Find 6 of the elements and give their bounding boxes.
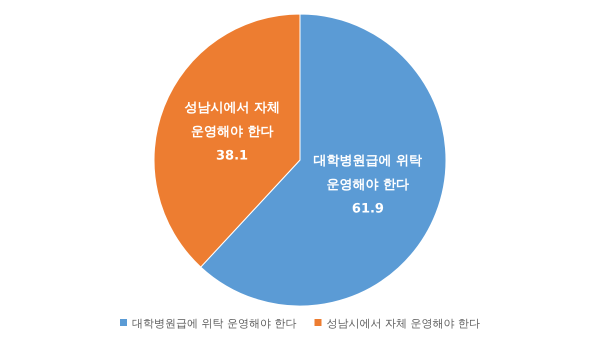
slice-label: 대학병원급에 위탁 운영해야 한다 — [314, 154, 422, 193]
slice-label: 성남시에서 자체 운영해야 한다 — [184, 100, 280, 140]
data-label: 38.1 — [216, 148, 248, 164]
legend-label: 대학병원급에 위탁 운영해야 한다 — [132, 317, 296, 330]
data-label: 61.9 — [352, 202, 384, 217]
legend-label: 성남시에서 자체 운영해야 한다 — [326, 317, 480, 330]
